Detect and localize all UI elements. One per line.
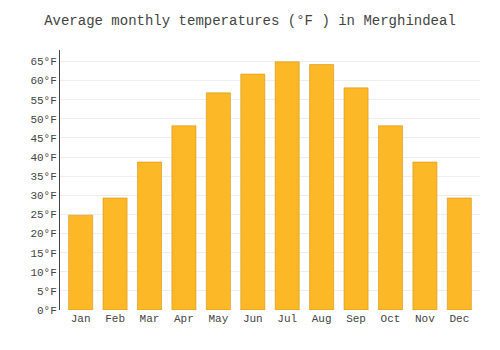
svg-text:Mar: Mar <box>140 313 160 325</box>
svg-text:20°F: 20°F <box>30 228 56 240</box>
svg-text:35°F: 35°F <box>30 171 56 183</box>
svg-text:May: May <box>208 313 228 325</box>
svg-text:10°F: 10°F <box>30 267 56 279</box>
svg-text:5°F: 5°F <box>37 286 57 298</box>
svg-text:45°F: 45°F <box>30 133 56 145</box>
svg-text:Jul: Jul <box>277 313 297 325</box>
svg-text:Jun: Jun <box>243 313 263 325</box>
svg-text:Dec: Dec <box>449 313 469 325</box>
svg-text:25°F: 25°F <box>30 209 56 221</box>
svg-text:15°F: 15°F <box>30 248 56 260</box>
svg-text:Jan: Jan <box>71 313 91 325</box>
svg-text:55°F: 55°F <box>30 95 56 107</box>
svg-text:50°F: 50°F <box>30 114 56 126</box>
svg-text:Feb: Feb <box>105 313 125 325</box>
svg-text:Sep: Sep <box>346 313 366 325</box>
svg-text:Nov: Nov <box>415 313 435 325</box>
svg-text:40°F: 40°F <box>30 152 56 164</box>
svg-text:Average monthly temperatures (: Average monthly temperatures (°F ) in Me… <box>44 13 456 29</box>
svg-text:Oct: Oct <box>381 313 401 325</box>
svg-text:65°F: 65°F <box>30 56 56 68</box>
svg-text:30°F: 30°F <box>30 190 56 202</box>
svg-text:Aug: Aug <box>312 313 332 325</box>
svg-text:60°F: 60°F <box>30 75 56 87</box>
svg-text:0°F: 0°F <box>37 305 57 317</box>
svg-text:Apr: Apr <box>174 313 194 325</box>
